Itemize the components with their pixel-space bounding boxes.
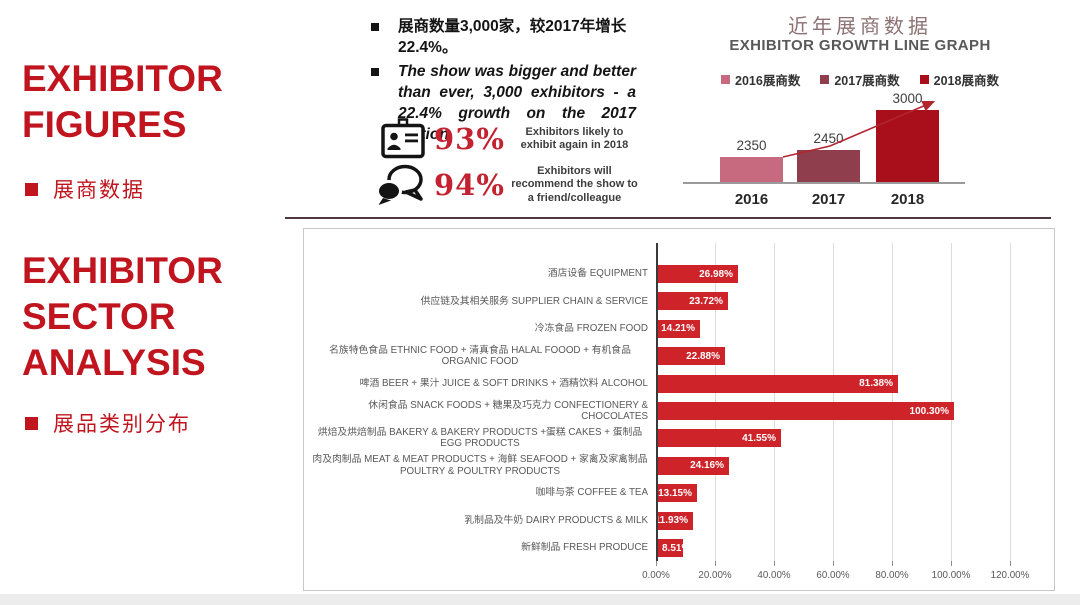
bar-value-label: 8.51% — [662, 542, 683, 554]
x-axis-tick-label: 80.00% — [875, 570, 909, 581]
bar-value-label: 81.38% — [859, 378, 893, 390]
growth-chart-year-labels: 2016 2017 2018 — [683, 191, 965, 209]
sector-bar: 81.38% — [658, 374, 898, 393]
x-axis-tick-label: 60.00% — [816, 570, 850, 581]
legend-item: 2016展商数 — [721, 70, 800, 89]
axis-tick — [656, 561, 657, 566]
stat-row-recommend: 94% Exhibitors will recommend the show t… — [374, 162, 638, 208]
category-label: 休闲食品 SNACK FOODS + 糖果及巧克力 CONFECTIONERY … — [368, 399, 648, 423]
bar-value-label: 14.21% — [661, 323, 695, 335]
growth-trend-arrow — [782, 100, 936, 158]
growth-chart-title-en: EXHIBITOR GROWTH LINE GRAPH — [729, 37, 991, 54]
sector-bar: 26.98% — [658, 265, 738, 283]
axis-tick — [715, 561, 716, 566]
sector-bar: 41.55% — [658, 429, 781, 448]
sector-bar: 14.21% — [658, 319, 700, 338]
legend-label: 2016展商数 — [735, 74, 801, 88]
red-square-bullet-icon — [25, 182, 38, 196]
stat-value-94: 94% — [434, 168, 505, 202]
stat-label-recommend: Exhibitors will recommend the show to a … — [511, 164, 638, 204]
sector-bar: 13.15% — [658, 484, 697, 503]
bar-value-label: 13.15% — [658, 487, 692, 499]
sector-bar: 24.16% — [658, 456, 729, 475]
sector-chart: 0.00% 20.00% 40.00% 60.00% 80.00% 100.00% 120.… — [303, 228, 1055, 591]
subtitle-sector-distribution: 展品类别分布 — [53, 412, 191, 436]
x-axis-tick-label: 40.00% — [757, 570, 791, 581]
category-label: 供应链及其相关服务 SUPPLIER CHAIN & SERVICE — [420, 295, 648, 307]
growth-bar-value-label: 2450 — [813, 131, 844, 146]
bar-value-label: 23.72% — [689, 295, 723, 307]
legend-swatch-icon — [820, 75, 830, 84]
subtitle-exhibitor-data: 展商数据 — [53, 178, 145, 202]
growth-bar-value-label: 3000 — [892, 91, 923, 106]
bar-value-label: 22.88% — [686, 350, 720, 362]
category-label: 名族特色食品 ETHNIC FOOD + 清真食品 HALAL FOOOD + … — [329, 344, 631, 368]
sector-bar: 23.72% — [658, 292, 728, 311]
legend-label: 2017展商数 — [834, 74, 900, 88]
legend-label: 2018展商数 — [933, 74, 999, 88]
x-axis-tick-label: 0.00% — [642, 570, 670, 581]
bar-value-label: 41.55% — [742, 432, 776, 444]
category-label: 烘焙及烘焙制品 BAKERY & BAKERY PRODUCTS +蛋糕 CAK… — [317, 426, 643, 450]
category-label: 啤酒 BEER + 果汁 JUICE & SOFT DRINKS + 酒精饮料 … — [359, 377, 648, 389]
subtitle-row-sector-distribution: 展品类别分布 — [25, 408, 191, 438]
category-label: 乳制品及牛奶 DAIRY PRODUCTS & MILK — [464, 514, 648, 526]
sector-bar: 8.51% — [658, 539, 683, 557]
stat-row-exhibit-again: 93% Exhibitors likely to exhibit again i… — [380, 118, 638, 160]
stat-value-93: 93% — [434, 122, 505, 156]
axis-tick — [1010, 561, 1011, 566]
growth-bar-2016 — [720, 157, 783, 182]
category-label: 冷冻食品 FROZEN FOOD — [534, 323, 648, 335]
bar-value-label: 11.93% — [658, 515, 688, 527]
axis-tick — [774, 561, 775, 566]
sector-bar: 100.30% — [658, 402, 954, 420]
bar-value-label: 100.30% — [909, 405, 949, 417]
legend-item: 2018展商数 — [919, 70, 999, 89]
growth-year-label: 2017 — [811, 191, 846, 208]
axis-tick — [892, 561, 893, 566]
axis-tick — [833, 561, 834, 566]
legend-swatch-icon — [919, 75, 929, 84]
legend-item: 2017展商数 — [820, 70, 900, 89]
axis-tick — [951, 561, 952, 566]
bar-value-label: 24.16% — [690, 460, 724, 472]
growth-year-label: 2018 — [890, 191, 925, 208]
growth-bar-value-label: 2350 — [736, 138, 767, 153]
growth-chart-title-cn: 近年展商数据 — [788, 16, 932, 38]
growth-year-label: 2016 — [734, 191, 769, 208]
footer-strip — [0, 594, 1080, 605]
growth-bar-2017 — [797, 150, 860, 182]
speech-bubbles-icon — [374, 162, 426, 208]
sector-chart-y-axis — [656, 243, 658, 561]
sector-bar: 22.88% — [658, 347, 725, 366]
category-label: 咖啡与茶 COFFEE & TEA — [535, 487, 649, 499]
subtitle-row-exhibitor-data: 展商数据 — [25, 174, 145, 204]
sector-bar: 11.93% — [658, 511, 693, 530]
horizontal-divider — [285, 217, 1051, 219]
x-axis-tick-label: 20.00% — [698, 570, 732, 581]
x-axis-tick-label: 120.00% — [990, 570, 1030, 581]
category-label: 肉及肉制品 MEAT & MEAT PRODUCTS + 海鲜 SEAFOOD … — [312, 454, 648, 477]
bar-value-label: 26.98% — [699, 268, 733, 280]
id-badge-icon — [380, 118, 426, 160]
growth-chart-legend: 2016展商数 2017展商数 2018展商数 — [680, 70, 1040, 89]
legend-swatch-icon — [721, 75, 731, 84]
category-label: 酒店设备 EQUIPMENT — [547, 268, 648, 280]
stat-label-exhibit-again: Exhibitors likely to exhibit again in 20… — [520, 125, 629, 152]
section-title-exhibitor-figures: EXHIBITOR FIGURES — [22, 58, 223, 145]
bullet-chinese-summary: 展商数量3,000家，较2017年增长22.4%。 — [368, 16, 636, 58]
section-title-sector-analysis: EXHIBITOR SECTOR ANALYSIS — [22, 250, 223, 383]
x-axis-tick-label: 100.00% — [931, 570, 971, 581]
gridline — [1010, 243, 1011, 561]
category-label: 新鲜制品 FRESH PRODUCE — [521, 542, 648, 554]
red-square-bullet-icon — [25, 416, 38, 430]
